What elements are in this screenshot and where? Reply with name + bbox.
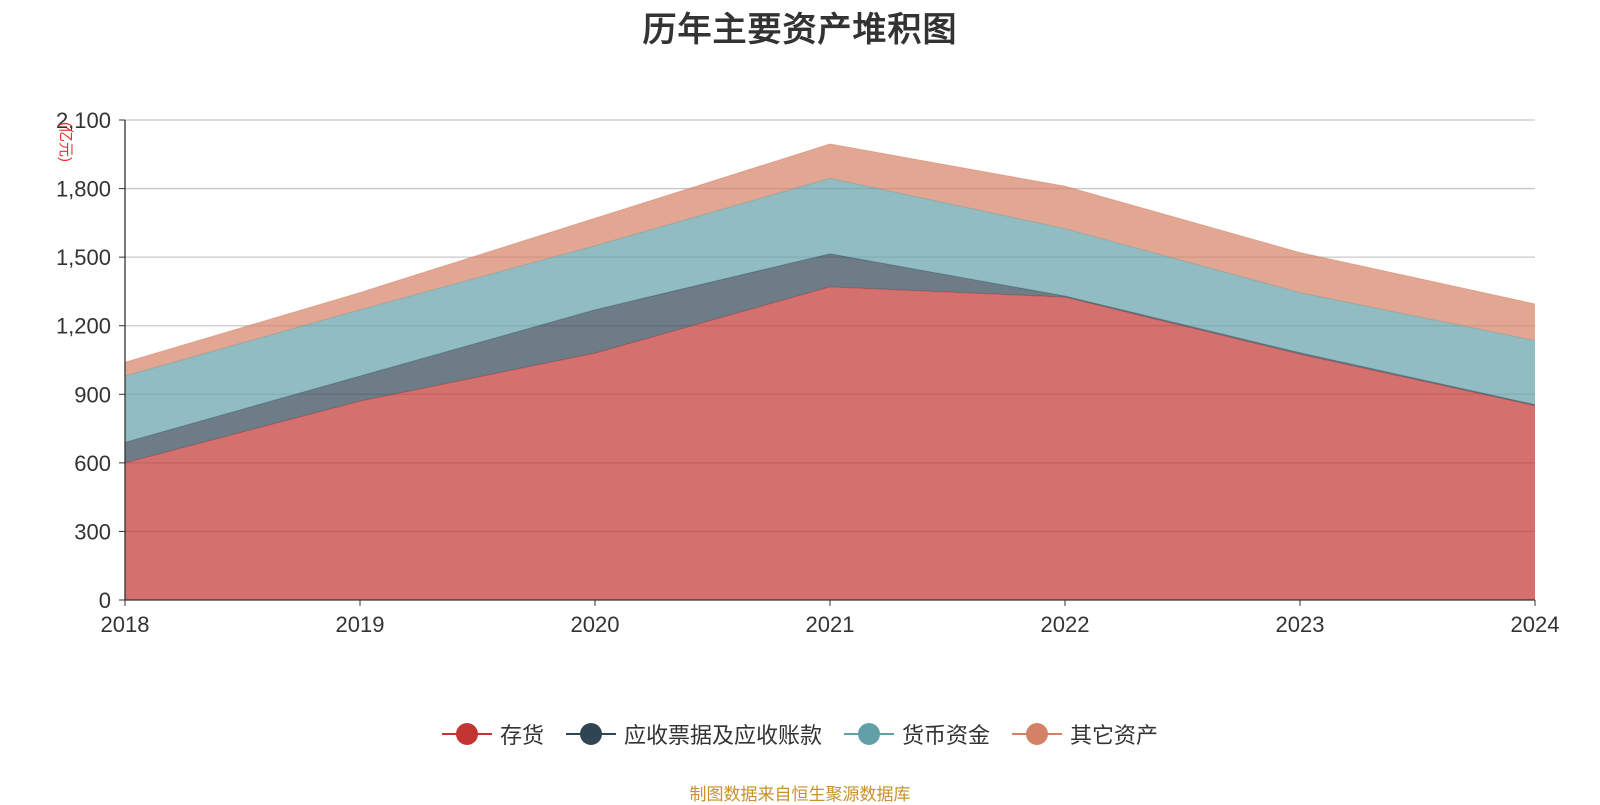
y-tick-label: 600 [74,451,111,476]
x-tick-label: 2023 [1276,612,1325,637]
area-series-3 [125,178,1535,443]
x-tick-label: 2018 [101,612,150,637]
y-tick-label: 300 [74,519,111,544]
y-axis-unit-label: (亿元) [57,122,74,162]
area-series-1 [125,286,1535,600]
x-tick-label: 2020 [571,612,620,637]
legend-marker [441,723,492,745]
x-tick-label: 2019 [336,612,385,637]
x-tick-label: 2021 [806,612,855,637]
legend-marker [565,723,616,745]
area-series-4 [125,144,1535,376]
legend-label: 货币资金 [902,724,991,749]
area-series [124,143,1536,600]
legend-marker [1012,723,1063,745]
legend-item[interactable]: 应收票据及应收账款 [565,718,822,750]
y-tick-label: 1,500 [56,245,111,270]
y-tick-label: 1,200 [56,314,111,339]
area-line-4 [124,143,1536,363]
legend-item[interactable]: 存货 [441,718,544,750]
y-tick-label: 2,100 [56,108,111,133]
source-note: 制图数据来自恒生聚源数据库 [689,785,911,805]
axes: 0 300 600 900 1,200 1,500 1,800 2,100 2018 2019 20… [56,108,1560,637]
y-tick-label: 0 [99,588,111,613]
legend-marker [844,723,894,745]
legend-label: 应收票据及应收账款 [623,724,822,749]
chart-title: 历年主要资产堆积图 [642,10,958,50]
legend-item[interactable]: 货币资金 [844,718,990,750]
x-tick-label: 2024 [1511,612,1560,637]
legend-label: 其它资产 [1070,724,1159,749]
x-tick-label: 2022 [1041,612,1090,637]
legend-label: 存货 [499,724,544,749]
y-tick-label: 1,800 [56,177,111,202]
y-tick-label: 900 [74,382,111,407]
legend-item[interactable]: 其它资产 [1012,718,1158,750]
chart-legend: 存货 应收票据及应收账款 货币资金 其它资产 [0,718,1600,750]
